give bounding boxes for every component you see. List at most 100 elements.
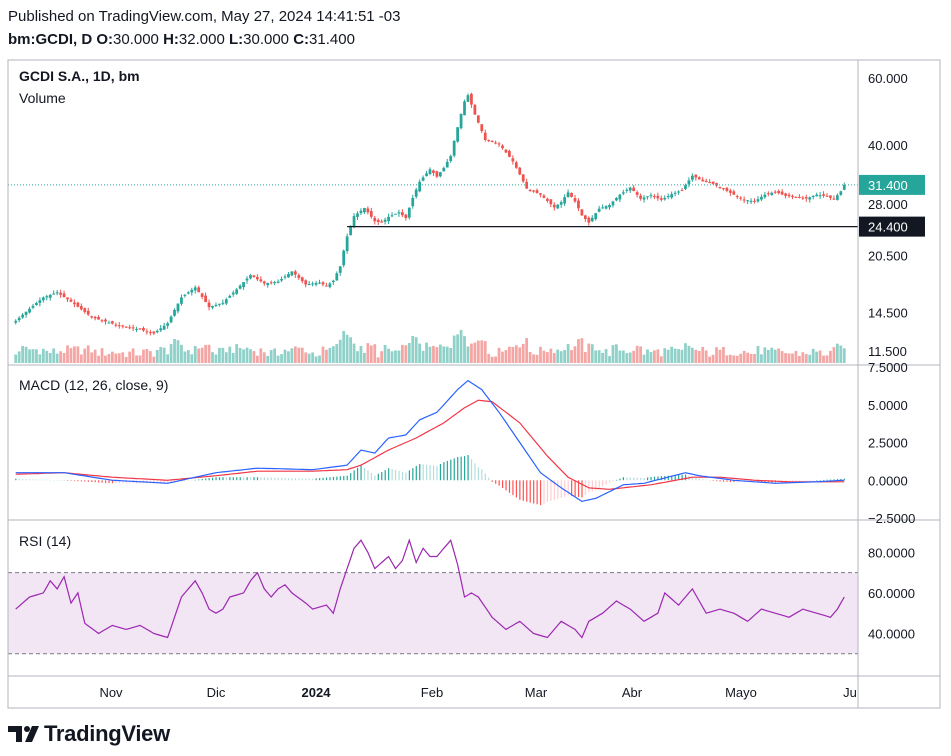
price-pane[interactable] <box>8 92 858 363</box>
volume-bar <box>224 352 228 363</box>
candle-body <box>449 156 453 161</box>
volume-bar <box>183 351 187 363</box>
macd-histogram-bar <box>374 475 376 481</box>
volume-bar <box>483 341 487 363</box>
macd-histogram-bar <box>816 480 818 481</box>
candle-body <box>318 282 321 284</box>
macd-histogram-bar <box>681 474 683 481</box>
macd-tick-label: 0.0000 <box>868 473 908 488</box>
candle-body <box>711 181 715 184</box>
macd-histogram-bar <box>170 480 172 483</box>
volume-bar <box>231 353 235 363</box>
macd-histogram-bar <box>443 462 445 481</box>
candle-body <box>211 306 214 308</box>
macd-histogram-bar <box>281 477 283 481</box>
candle-body <box>701 179 705 182</box>
volume-bar <box>459 329 463 363</box>
volume-bar <box>497 347 501 363</box>
macd-histogram-bar <box>598 480 600 489</box>
volume-bar <box>107 353 111 363</box>
volume-bar <box>680 349 684 363</box>
macd-histogram-bar <box>823 479 825 481</box>
volume-bar <box>321 346 325 363</box>
candle-body <box>363 208 366 213</box>
candle-body <box>331 280 335 283</box>
macd-histogram-bar <box>208 478 210 481</box>
candle-body <box>335 273 339 281</box>
tradingview-logo[interactable]: TradingView <box>8 720 170 748</box>
macd-histogram-bar <box>249 477 252 481</box>
macd-histogram-bar <box>674 475 676 481</box>
macd-histogram-bar <box>491 480 493 482</box>
volume-bar <box>535 354 539 363</box>
macd-histogram-bar <box>757 480 759 482</box>
macd-histogram-bar <box>574 480 576 497</box>
macd-histogram-bar <box>829 479 832 481</box>
volume-bar <box>473 342 477 363</box>
volume-bar <box>200 347 204 363</box>
candle-body <box>525 181 529 189</box>
macd-histogram-bar <box>671 475 673 481</box>
volume-bar <box>715 347 718 363</box>
candle-body <box>452 141 456 156</box>
volume-bar <box>211 352 214 363</box>
volume-bar <box>597 350 601 363</box>
volume-bar <box>359 346 363 363</box>
macd-pane[interactable] <box>15 379 845 506</box>
volume-bar <box>449 348 453 363</box>
volume-bar <box>45 350 49 363</box>
candle-body <box>121 325 125 327</box>
volume-label: Volume <box>19 90 66 106</box>
candle-body <box>728 190 732 193</box>
macd-histogram-bar <box>243 477 245 481</box>
candle-body <box>680 190 684 192</box>
candle-body <box>473 104 477 115</box>
macd-histogram-bar <box>833 479 835 481</box>
volume-bar <box>556 349 560 363</box>
candle-body <box>463 101 466 116</box>
axes-layer: 60.000 40.000 28.000 20.500 14.500 11.500 31.4… <box>7 59 941 709</box>
volume-bar <box>832 347 836 363</box>
symbol-label: bm:GCDI, D <box>8 31 93 48</box>
macd-histogram-bar <box>602 480 604 487</box>
volume-bar <box>162 347 166 363</box>
volume-bar <box>335 344 339 363</box>
volume-bar <box>304 352 308 363</box>
volume-bar <box>684 343 687 363</box>
macd-histogram-bar <box>539 480 542 506</box>
volume-bar <box>811 348 815 363</box>
candle-body <box>69 299 73 302</box>
candle-body <box>770 192 774 195</box>
volume-bar <box>839 345 843 363</box>
candle-body <box>90 316 94 318</box>
volume-bar <box>97 355 100 363</box>
volume-bar <box>494 356 497 363</box>
macd-histogram-bar <box>353 470 355 481</box>
volume-bar <box>718 349 722 363</box>
volume-bar <box>401 344 404 363</box>
macd-histogram-bar <box>588 480 590 493</box>
candle-body <box>518 167 522 175</box>
candle-body <box>148 332 152 334</box>
candle-body <box>207 302 211 308</box>
macd-histogram-bar <box>315 478 317 481</box>
volume-bar <box>780 351 784 363</box>
volume-bar <box>528 352 532 363</box>
macd-histogram-bar <box>18 478 20 481</box>
volume-bar <box>525 338 529 363</box>
candle-body <box>815 194 819 197</box>
candle-body <box>590 217 594 222</box>
candle-body <box>107 322 111 324</box>
candle-body <box>649 195 653 197</box>
candle-body <box>835 195 839 200</box>
macd-histogram-bar <box>236 477 238 481</box>
volume-bar <box>625 353 629 363</box>
candle-body <box>83 308 87 312</box>
candle-body <box>162 325 166 330</box>
volume-bar <box>387 348 390 363</box>
macd-histogram-bar <box>39 479 41 481</box>
volume-bar <box>221 347 225 363</box>
volume-bar <box>442 346 446 363</box>
rsi-pane[interactable] <box>8 538 858 655</box>
